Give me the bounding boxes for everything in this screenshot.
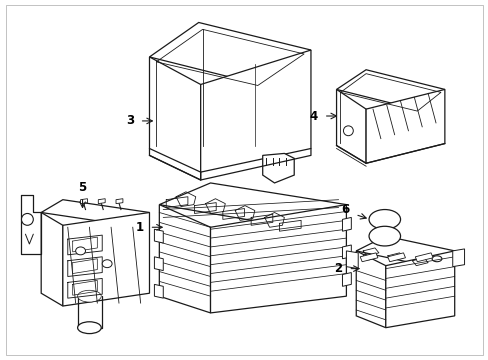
Polygon shape xyxy=(98,199,105,204)
Ellipse shape xyxy=(78,322,101,334)
Polygon shape xyxy=(262,153,294,183)
Polygon shape xyxy=(342,245,350,259)
Polygon shape xyxy=(159,204,210,313)
Ellipse shape xyxy=(102,260,112,267)
Text: 3: 3 xyxy=(125,114,134,127)
Ellipse shape xyxy=(76,247,85,255)
Polygon shape xyxy=(154,257,163,271)
Polygon shape xyxy=(336,70,444,109)
Polygon shape xyxy=(41,200,149,225)
Ellipse shape xyxy=(21,213,33,225)
Ellipse shape xyxy=(343,126,352,136)
Text: 2: 2 xyxy=(334,262,342,275)
Ellipse shape xyxy=(431,256,441,262)
Polygon shape xyxy=(63,212,149,306)
Ellipse shape xyxy=(368,210,400,229)
Text: 5: 5 xyxy=(78,181,86,194)
Ellipse shape xyxy=(78,290,101,302)
Polygon shape xyxy=(385,251,454,328)
Polygon shape xyxy=(342,217,350,231)
Polygon shape xyxy=(452,249,464,267)
Polygon shape xyxy=(159,183,346,227)
Polygon shape xyxy=(360,253,377,262)
Ellipse shape xyxy=(368,226,400,246)
Polygon shape xyxy=(210,204,346,313)
Polygon shape xyxy=(346,251,358,269)
Polygon shape xyxy=(356,236,454,266)
Polygon shape xyxy=(356,251,385,328)
Text: 4: 4 xyxy=(309,109,317,122)
Polygon shape xyxy=(116,199,122,204)
Text: 1: 1 xyxy=(135,221,143,234)
Polygon shape xyxy=(366,89,444,163)
Polygon shape xyxy=(149,57,200,172)
Polygon shape xyxy=(387,253,405,262)
Polygon shape xyxy=(154,284,163,298)
Polygon shape xyxy=(81,199,87,204)
Polygon shape xyxy=(200,50,310,172)
Text: 6: 6 xyxy=(341,203,349,216)
Polygon shape xyxy=(414,253,432,262)
Polygon shape xyxy=(41,212,63,306)
Polygon shape xyxy=(149,22,310,85)
Polygon shape xyxy=(342,273,350,286)
Polygon shape xyxy=(336,89,366,163)
Ellipse shape xyxy=(363,254,372,260)
Polygon shape xyxy=(154,229,163,243)
